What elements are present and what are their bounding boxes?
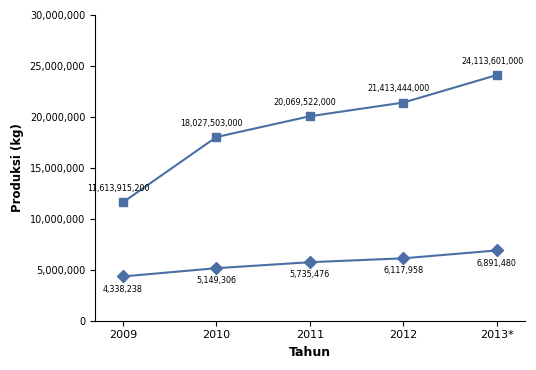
Text: 20,069,522,000: 20,069,522,000 (274, 98, 337, 107)
Text: 11,613,915,200: 11,613,915,200 (87, 184, 150, 193)
X-axis label: Tahun: Tahun (289, 346, 331, 359)
Y-axis label: Produksi (kg): Produksi (kg) (11, 124, 24, 212)
Text: 5,735,476: 5,735,476 (290, 270, 330, 279)
Text: 6,117,958: 6,117,958 (383, 266, 423, 275)
Text: 21,413,444,000: 21,413,444,000 (368, 84, 430, 93)
Text: 4,338,238: 4,338,238 (103, 285, 143, 293)
Text: 5,149,306: 5,149,306 (196, 276, 236, 285)
Text: 24,113,601,000: 24,113,601,000 (461, 57, 523, 66)
Text: 18,027,503,000: 18,027,503,000 (181, 119, 243, 128)
Text: 6,891,480: 6,891,480 (477, 259, 517, 268)
